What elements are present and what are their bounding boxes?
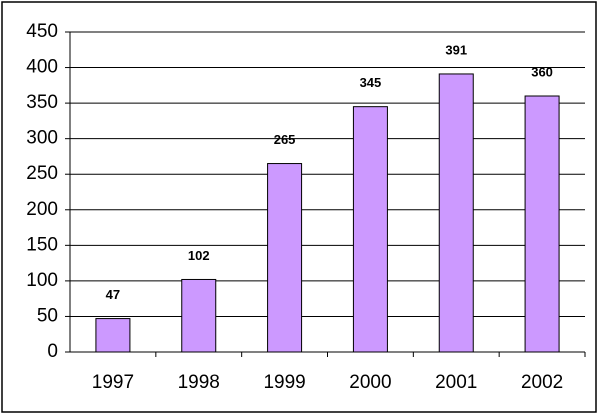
y-tick-label: 350 bbox=[26, 92, 58, 113]
y-tick-label: 0 bbox=[47, 341, 58, 362]
y-tick-label: 300 bbox=[26, 128, 58, 149]
bar bbox=[524, 95, 560, 353]
x-tick-label: 2002 bbox=[521, 372, 563, 393]
value-label: 47 bbox=[106, 287, 120, 302]
x-tick-label: 1997 bbox=[92, 372, 134, 393]
bar bbox=[267, 163, 303, 353]
y-tick-label: 50 bbox=[37, 305, 58, 326]
x-tick-label: 2000 bbox=[349, 372, 391, 393]
y-tick-label: 100 bbox=[26, 270, 58, 291]
bar bbox=[181, 278, 217, 353]
value-label: 360 bbox=[531, 64, 553, 79]
value-label: 102 bbox=[188, 248, 210, 263]
bar bbox=[95, 318, 131, 353]
value-label: 265 bbox=[274, 132, 296, 147]
y-tick-label: 400 bbox=[26, 57, 58, 78]
x-tick-label: 1998 bbox=[178, 372, 220, 393]
bar bbox=[352, 106, 388, 353]
y-tick-label: 150 bbox=[26, 234, 58, 255]
bar bbox=[438, 73, 474, 353]
x-tick-label: 2001 bbox=[435, 372, 477, 393]
value-label: 391 bbox=[445, 42, 467, 57]
value-label: 345 bbox=[360, 75, 382, 90]
y-tick-label: 200 bbox=[26, 199, 58, 220]
y-tick-label: 250 bbox=[26, 163, 58, 184]
y-tick-label: 450 bbox=[26, 21, 58, 42]
x-tick-label: 1999 bbox=[263, 372, 305, 393]
